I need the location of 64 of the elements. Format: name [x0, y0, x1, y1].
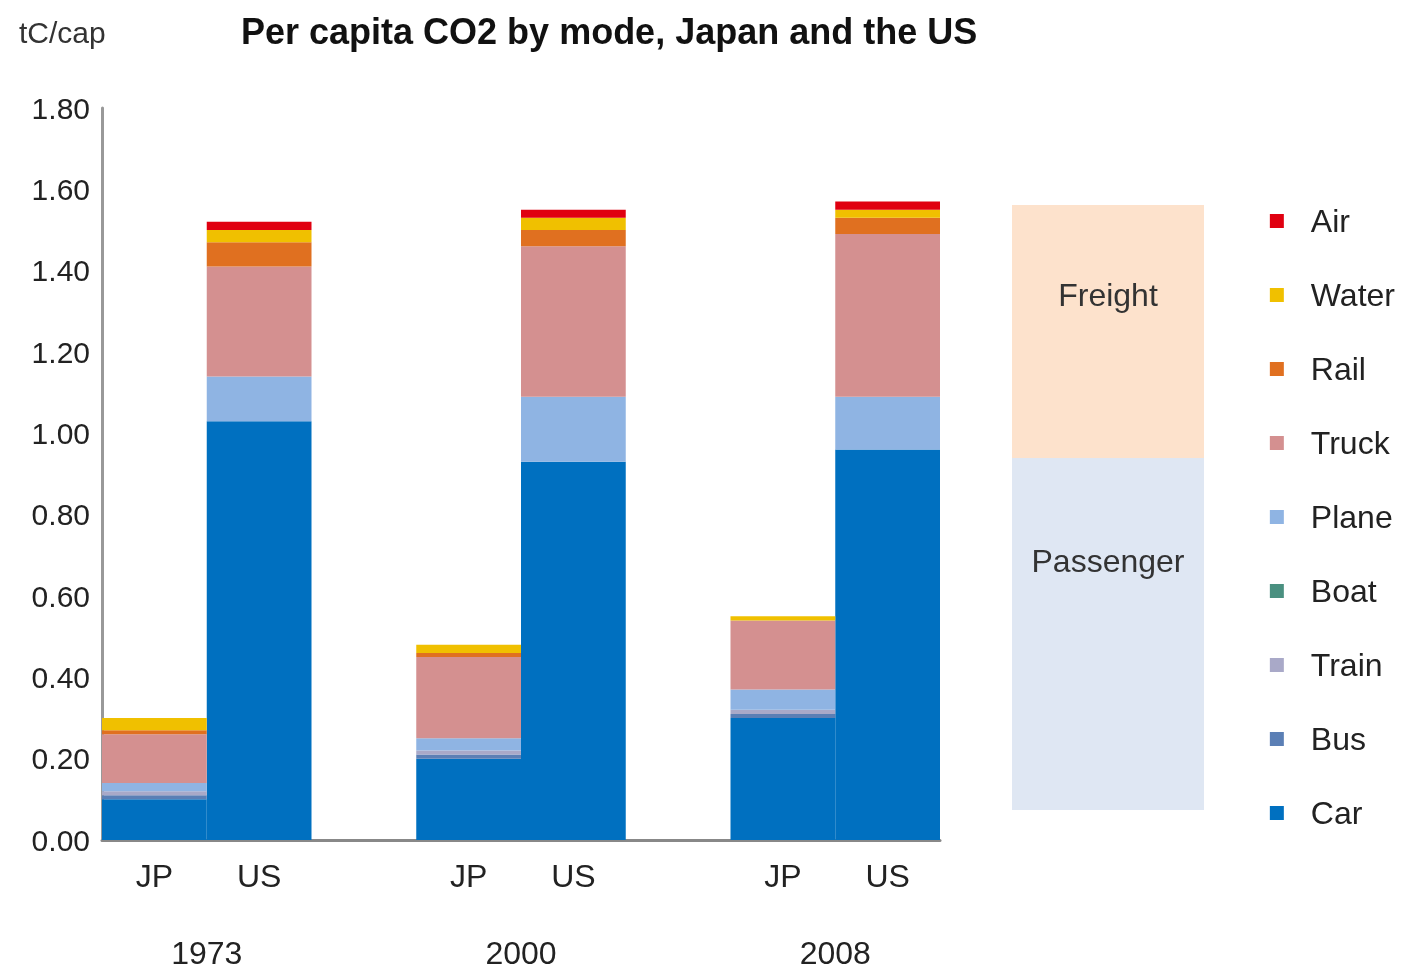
bar: [416, 750, 521, 755]
y-tick-label: 1.20: [31, 335, 90, 369]
y-tick-label: 0.80: [31, 498, 90, 532]
bar: [206, 221, 312, 230]
bar: [102, 791, 207, 796]
x-tick-label: JP: [449, 858, 488, 894]
bar: [521, 209, 626, 218]
legend-label: Bus: [1310, 721, 1366, 757]
legend-label: Truck: [1310, 425, 1391, 461]
legend-label: Boat: [1310, 573, 1377, 609]
bar: [206, 230, 312, 243]
bar: [730, 713, 836, 718]
x-tick-label: US: [551, 858, 596, 894]
bar: [835, 234, 940, 397]
legend-label: Car: [1310, 795, 1363, 831]
legend-label: Plane: [1310, 499, 1393, 535]
bar: [835, 396, 940, 450]
bar: [102, 783, 207, 792]
bar: [835, 217, 940, 235]
legend-label: Water: [1310, 277, 1396, 313]
y-tick-label: 1.40: [31, 254, 90, 288]
x-tick-label: US: [865, 858, 910, 894]
y-tick-label: 0.40: [31, 660, 90, 694]
bar: [416, 657, 521, 739]
y-tick-label: 0.60: [31, 579, 90, 613]
x-tick-label: JP: [764, 858, 802, 894]
bar: [521, 246, 626, 397]
text: Passenger: [1030, 543, 1186, 580]
bar: [416, 754, 521, 759]
text: 2000: [484, 935, 558, 972]
text: 2008: [798, 935, 872, 972]
bar: [102, 718, 207, 731]
x-tick-label: JP: [135, 858, 174, 894]
y-tick-label: 1.60: [31, 172, 90, 206]
y-tick-label: 0.00: [31, 823, 90, 857]
y-tick-label: 0.20: [31, 742, 90, 776]
bar: [521, 230, 626, 247]
legend-label: Rail: [1310, 351, 1366, 387]
bar: [730, 616, 836, 621]
bar: [730, 620, 836, 690]
bar: [730, 689, 836, 710]
text: Freight: [1057, 277, 1159, 314]
bar: [206, 242, 312, 267]
bar: [521, 396, 626, 462]
bar: [835, 201, 940, 210]
legend-label: Air: [1310, 203, 1351, 239]
bar: [521, 217, 626, 230]
y-tick-label: 1.80: [31, 91, 90, 125]
bar: [206, 266, 312, 377]
bar: [102, 734, 207, 784]
x-tick-label: US: [236, 858, 282, 894]
bar: [102, 795, 207, 800]
y-tick-label: 1.00: [31, 416, 90, 450]
chart-title: Per capita CO2 by mode, Japan and the US: [241, 10, 978, 52]
y-axis-title: tC/cap: [19, 15, 106, 49]
bar: [102, 730, 207, 735]
bar: [835, 209, 940, 218]
bar: [416, 644, 521, 653]
bar: [730, 709, 836, 714]
bar: [416, 652, 521, 657]
legend-label: Train: [1310, 647, 1383, 683]
text: 1973: [170, 935, 244, 972]
bar: [206, 376, 312, 422]
bar: [416, 738, 521, 751]
